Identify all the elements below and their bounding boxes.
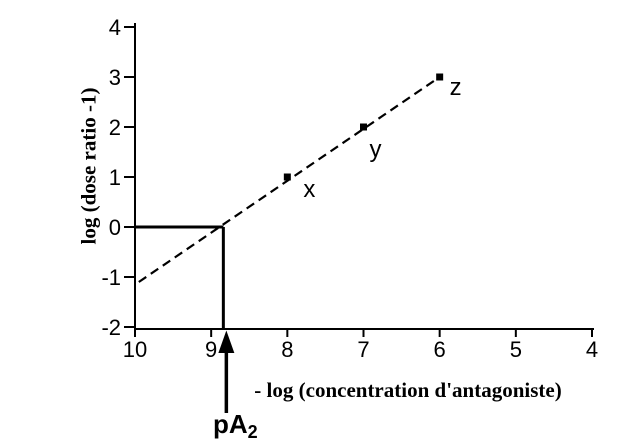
y-tick-label: -1: [101, 265, 121, 290]
data-point-y: [360, 123, 367, 131]
y-tick-label: 0: [109, 215, 121, 240]
x-tick-label: 9: [205, 337, 217, 362]
pa2-label-main: pA: [213, 409, 248, 439]
y-tick-label: 1: [109, 165, 121, 190]
point-label-y: y: [370, 136, 382, 163]
x-tick-label: 6: [434, 337, 446, 362]
y-tick-label: -2: [101, 315, 121, 340]
pa2-label: pA2: [213, 409, 258, 442]
pa2-label-sub: 2: [247, 422, 258, 442]
x-tick-label: 10: [123, 337, 147, 362]
x-tick-label: 8: [281, 337, 293, 362]
pa2-arrow-head: [218, 330, 235, 353]
y-tick-label: 2: [109, 115, 121, 140]
data-point-x: [283, 173, 291, 181]
x-axis-title: - log (concentration d'antagoniste): [254, 378, 562, 402]
y-tick-label: 3: [109, 65, 121, 90]
point-label-x: x: [303, 176, 315, 203]
x-tick-label: 7: [357, 337, 369, 362]
y-tick-label: 4: [109, 15, 121, 40]
x-tick-label: 4: [586, 337, 598, 362]
y-axis-title: log (dose ratio -1): [76, 87, 101, 245]
axis-spine: [134, 23, 594, 330]
point-label-z: z: [450, 74, 462, 101]
data-point-z: [436, 73, 444, 81]
x-tick-label: 5: [510, 337, 522, 362]
